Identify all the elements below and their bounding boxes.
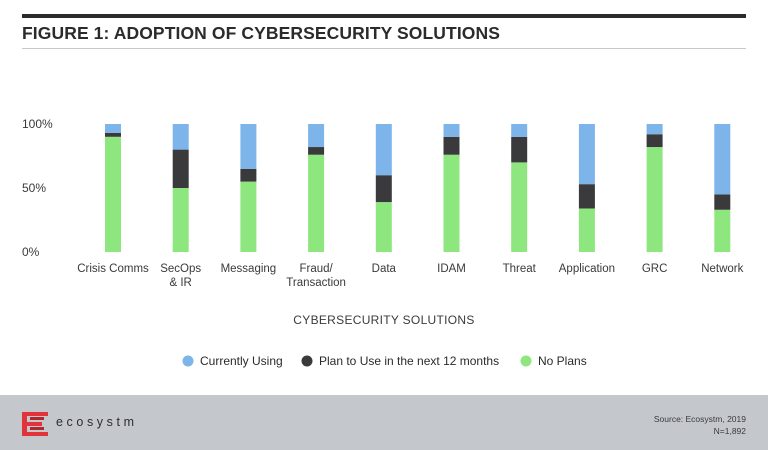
x-tick-label: SecOps <box>160 263 201 275</box>
title-rule <box>22 48 746 49</box>
legend-marker <box>520 355 532 367</box>
bar-segment <box>714 209 731 252</box>
bar-segment <box>578 124 595 185</box>
bar-segment <box>646 134 663 148</box>
bar-segment <box>172 188 189 252</box>
x-tick-label: Threat <box>503 263 537 275</box>
bar-segment <box>240 181 257 252</box>
chart-title: FIGURE 1: ADOPTION OF CYBERSECURITY SOLU… <box>22 23 501 43</box>
x-tick-label: & IR <box>170 277 192 289</box>
bar-segment <box>308 124 325 148</box>
sample-size: N=1,892 <box>713 426 746 436</box>
bar-segment <box>172 149 189 188</box>
ecosystm-logo-icon <box>22 412 48 436</box>
bar-segment <box>105 132 121 137</box>
x-tick-label: Application <box>559 263 615 275</box>
legend-label: No Plans <box>538 354 587 368</box>
x-tick-label: Messaging <box>221 263 277 275</box>
legend-marker <box>182 355 194 367</box>
y-tick-label: 50% <box>22 181 46 195</box>
bar-segment <box>714 194 731 210</box>
top-rule <box>22 14 746 18</box>
bar-segment <box>375 124 392 176</box>
legend-marker <box>301 355 313 367</box>
bar-segment <box>646 124 663 135</box>
x-tick-label: Network <box>701 263 743 275</box>
source-line: Source: Ecosystm, 2019 <box>653 414 746 424</box>
bar-segment <box>105 124 121 133</box>
bar-segment <box>172 124 189 150</box>
bar-segment <box>443 124 460 137</box>
x-tick-label: Crisis Comms <box>77 263 149 275</box>
x-axis-title: CYBERSECURITY SOLUTIONS <box>293 313 474 327</box>
bar-segment <box>308 147 325 155</box>
legend-label: Plan to Use in the next 12 months <box>319 354 499 368</box>
bar-segment <box>646 147 663 252</box>
bar-segment <box>578 208 595 252</box>
x-tick-label: Transaction <box>286 277 346 289</box>
bar-segment <box>511 124 528 137</box>
bar-segment <box>511 136 528 163</box>
footer: ecosystm Source: Ecosystm, 2019 N=1,892 <box>0 395 768 450</box>
bar-segment <box>511 162 528 252</box>
bar-segment <box>240 124 257 169</box>
bar-segment <box>375 175 392 203</box>
brand-name: ecosystm <box>56 415 138 429</box>
bar-segment <box>714 124 731 195</box>
bar-segment <box>443 136 460 155</box>
x-tick-label: Data <box>372 263 397 275</box>
legend-label: Currently Using <box>200 354 283 368</box>
x-tick-label: Fraud/ <box>299 263 333 275</box>
source-note: Source: Ecosystm, 2019 N=1,892 <box>654 413 746 437</box>
bar-segment <box>240 168 257 182</box>
y-tick-label: 100% <box>22 117 53 131</box>
x-tick-label: GRC <box>642 263 668 275</box>
bar-segment <box>375 202 392 252</box>
bar-segment <box>443 154 460 252</box>
x-tick-label: IDAM <box>437 263 466 275</box>
stacked-bar-chart: 0% 50% 100% Crisis Comms SecOps & IR Messaging… <box>22 117 744 368</box>
bar-segment <box>105 136 121 252</box>
bar-segment <box>308 154 325 252</box>
bar-segment <box>578 184 595 209</box>
y-tick-label: 0% <box>22 245 40 259</box>
